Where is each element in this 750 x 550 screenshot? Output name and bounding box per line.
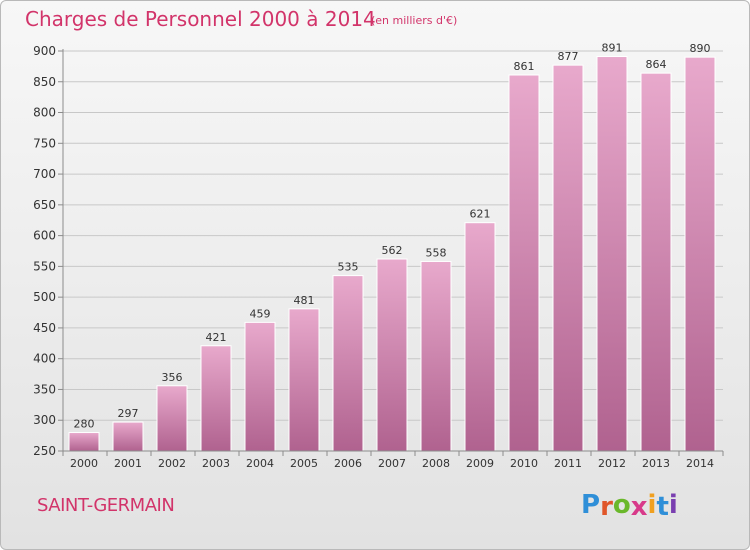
bar-2013 [640, 72, 672, 452]
x-tick-label: 2011 [554, 457, 582, 470]
bars: 280 297 356 421 459 481 535 562 558 621 861 877 891 8… [68, 42, 716, 452]
bar-2006 [332, 275, 364, 452]
data-label-2001: 297 [118, 407, 139, 420]
y-tick-label: 650 [33, 198, 56, 212]
x-tick-label: 2009 [466, 457, 494, 470]
y-tick-label: 800 [33, 106, 56, 120]
data-label-2013: 864 [646, 58, 667, 71]
commune-name: SAINT-GERMAIN [37, 495, 175, 516]
data-label-2007: 562 [382, 244, 403, 257]
bar-2009 [464, 222, 496, 452]
data-label-2005: 481 [294, 294, 315, 307]
axes: 250 300 350 400 450 500 550 600 650 700 750 800 850 9… [33, 44, 724, 470]
data-label-2002: 356 [162, 371, 183, 384]
bar-2012 [596, 56, 628, 452]
x-tick-label: 2005 [290, 457, 318, 470]
y-tick-label: 300 [33, 413, 56, 427]
data-label-2010: 861 [514, 60, 535, 73]
y-tick-label: 850 [33, 75, 56, 89]
x-tick-label: 2000 [70, 457, 98, 470]
y-tick-label: 450 [33, 321, 56, 335]
chart-title: Charges de Personnel 2000 à 2014 [25, 7, 376, 31]
bar-2010 [508, 74, 540, 452]
proxiti-logo: Proxiti [581, 490, 678, 522]
x-tick-label: 2001 [114, 457, 142, 470]
x-tick-label: 2010 [510, 457, 538, 470]
x-tick-label: 2007 [378, 457, 406, 470]
data-label-2004: 459 [250, 307, 271, 320]
bar-2011 [552, 64, 584, 452]
y-tick-label: 550 [33, 259, 56, 273]
data-label-2000: 280 [74, 418, 95, 431]
data-label-2003: 421 [206, 331, 227, 344]
y-tick-label: 900 [33, 44, 56, 58]
bar-2001 [112, 421, 144, 452]
x-tick-label: 2004 [246, 457, 274, 470]
x-tick-label: 2002 [158, 457, 186, 470]
data-label-2014: 890 [690, 42, 711, 55]
y-tick-label: 500 [33, 290, 56, 304]
y-tick-label: 750 [33, 136, 56, 150]
x-tick-label: 2003 [202, 457, 230, 470]
bar-2002 [156, 385, 188, 452]
bar-2005 [288, 308, 320, 452]
x-tick-label: 2014 [686, 457, 714, 470]
y-tick-label: 250 [33, 444, 56, 458]
x-tick-label: 2006 [334, 457, 362, 470]
x-tick-label: 2008 [422, 457, 450, 470]
y-tick-label: 350 [33, 382, 56, 396]
bar-2000 [68, 432, 100, 452]
x-tick-label: 2013 [642, 457, 670, 470]
bar-2004 [244, 321, 276, 452]
chart-subtitle: (en milliers d'€) [371, 14, 458, 27]
data-label-2006: 535 [338, 261, 359, 274]
bar-2007 [376, 258, 408, 452]
data-label-2012: 891 [602, 42, 623, 55]
bar-2008 [420, 260, 452, 452]
y-tick-label: 600 [33, 229, 56, 243]
bar-2003 [200, 345, 232, 452]
y-tick-label: 700 [33, 167, 56, 181]
data-label-2011: 877 [558, 50, 579, 63]
x-tick-label: 2012 [598, 457, 626, 470]
data-label-2008: 558 [426, 246, 447, 259]
y-tick-label: 400 [33, 352, 56, 366]
bar-2014 [684, 56, 716, 452]
data-label-2009: 621 [470, 208, 491, 221]
